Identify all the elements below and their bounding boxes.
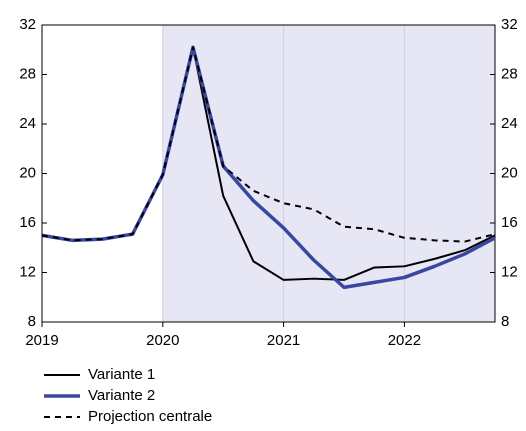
x-tick-label: 2019: [25, 332, 58, 349]
x-tick-label: 2021: [267, 332, 300, 349]
y-tick-label: 20: [19, 164, 36, 181]
y-tick-label: 28: [19, 65, 36, 82]
y2-tick-label: 20: [501, 164, 518, 181]
series-line: [41, 46, 496, 243]
y2-tick-label: 32: [501, 16, 518, 33]
legend-label: Variante 1: [88, 366, 155, 383]
y-tick-label: 24: [19, 115, 36, 132]
y2-tick-label: 8: [501, 313, 509, 330]
series-line: [41, 45, 496, 290]
y-tick-label: 32: [19, 16, 36, 33]
y2-tick-label: 16: [501, 214, 518, 231]
y-tick-label: 16: [19, 214, 36, 231]
legend-label: Projection centrale: [88, 408, 212, 425]
plot-frame: [41, 24, 496, 323]
x-tick-label: 2022: [388, 332, 421, 349]
y-tick-label: 12: [19, 263, 36, 280]
y2-tick-label: 28: [501, 65, 518, 82]
y-tick-label: 8: [28, 313, 36, 330]
y2-tick-label: 12: [501, 263, 518, 280]
y2-tick-label: 24: [501, 115, 518, 132]
projection-shade: [162, 25, 496, 322]
x-tick-label: 2020: [146, 332, 179, 349]
legend-label: Variante 2: [88, 387, 155, 404]
